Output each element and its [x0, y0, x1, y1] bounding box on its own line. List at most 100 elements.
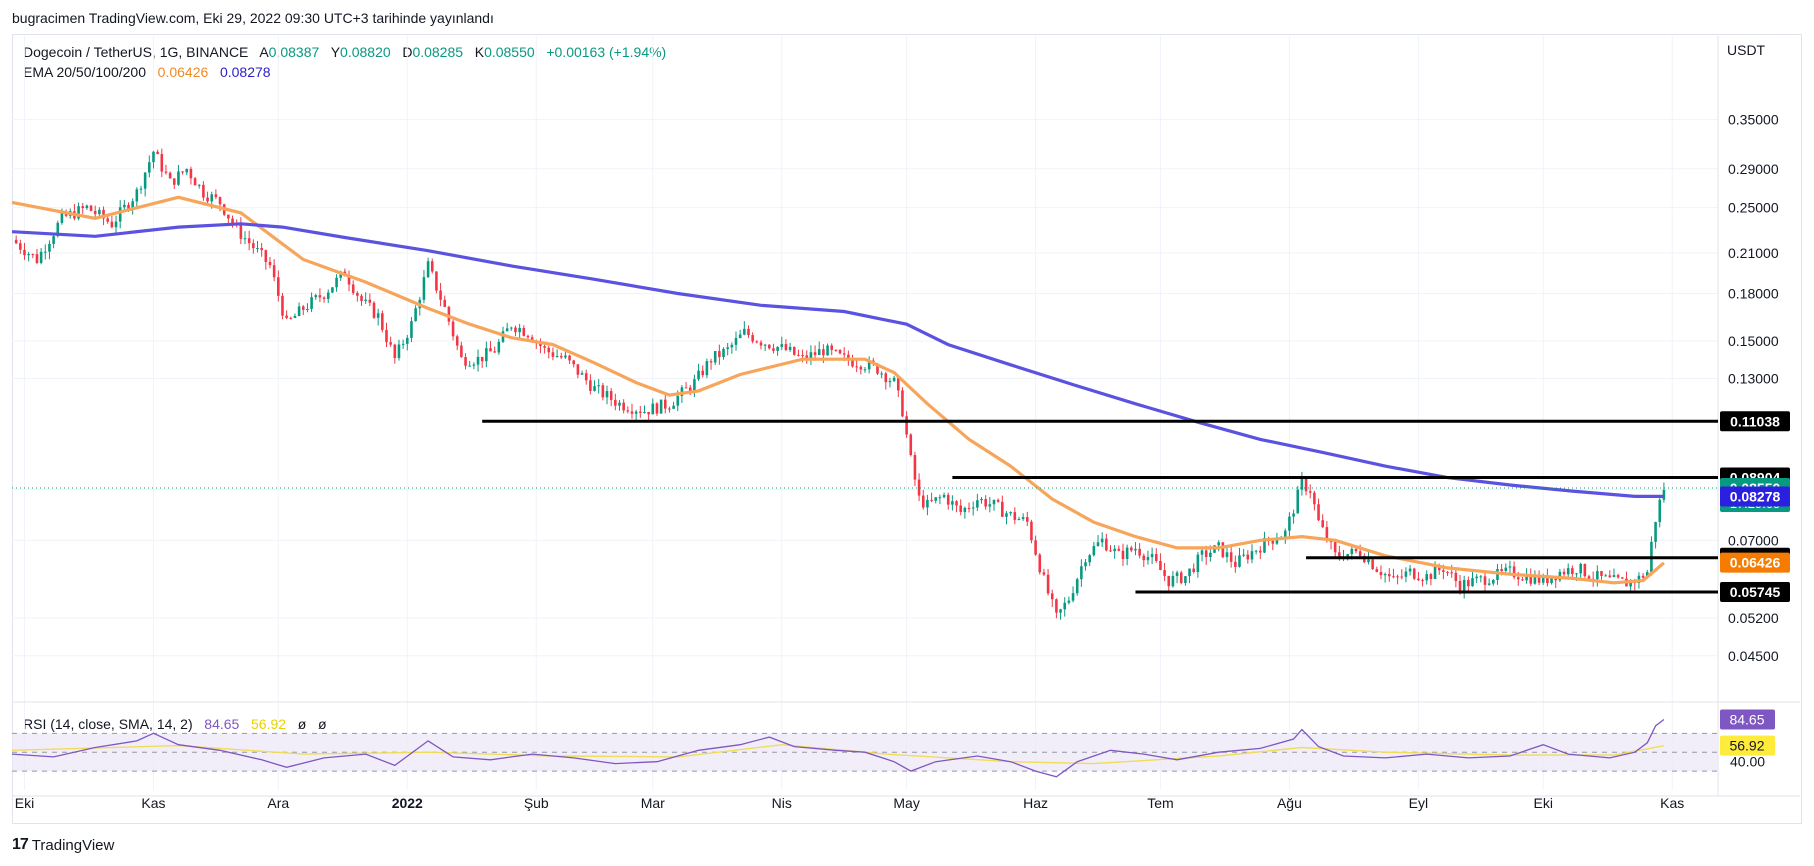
symbol-name: Dogecoin / TetherUS, 1G, BINANCE — [23, 44, 249, 60]
candle-body — [751, 335, 754, 342]
candle-body — [1662, 489, 1666, 500]
candle-body — [809, 352, 813, 360]
rsi-legend-value: 84.65 — [204, 716, 240, 732]
candle-body — [1009, 512, 1012, 514]
candle-body — [218, 197, 222, 205]
candle-body — [451, 321, 455, 337]
candle-body — [318, 295, 322, 298]
candle-body — [634, 411, 638, 414]
candle-body — [917, 479, 921, 496]
y-tick-label: 0.15000 — [1728, 333, 1779, 349]
candle-body — [189, 168, 193, 179]
candle-body — [584, 373, 588, 381]
candle-body — [909, 434, 913, 456]
candle-body — [493, 351, 496, 353]
candle-body — [214, 194, 218, 198]
candle-body — [1487, 583, 1491, 585]
candle-body — [289, 317, 293, 319]
candle-body — [921, 495, 925, 508]
low-value: 0.08285 — [412, 44, 464, 60]
candle-body — [439, 290, 442, 300]
candle-body — [976, 500, 979, 508]
candle-body — [322, 297, 326, 299]
candle-body — [1550, 577, 1553, 584]
price-tag-label: 0.06426 — [1730, 555, 1781, 571]
candle-body — [1275, 540, 1279, 544]
candle-body — [1379, 571, 1383, 576]
candle-body — [351, 284, 355, 293]
candle-body — [368, 299, 372, 303]
candle-body — [181, 171, 184, 173]
candle-body — [668, 408, 671, 410]
candle-body — [497, 341, 501, 353]
candle-body — [410, 321, 413, 338]
tradingview-logo: 17 TradingView — [12, 836, 114, 854]
candle-body — [763, 344, 767, 346]
candle-body — [1196, 554, 1200, 572]
candle-body — [605, 391, 609, 398]
candle-body — [48, 243, 51, 252]
y-tick-label: 0.21000 — [1728, 245, 1779, 261]
candle-body — [1167, 575, 1171, 587]
candle-body — [797, 354, 800, 356]
candle-body — [256, 248, 259, 250]
candle-body — [1566, 568, 1570, 575]
candle-body — [1080, 566, 1083, 580]
candle-body — [314, 295, 318, 298]
candle-body — [1117, 548, 1121, 551]
candle-body — [1292, 513, 1295, 517]
candle-body — [1616, 575, 1620, 578]
candle-body — [1450, 572, 1453, 574]
candle-body — [252, 243, 255, 249]
candle-body — [60, 211, 64, 223]
candle-body — [759, 342, 763, 346]
candle-body — [738, 334, 742, 339]
candle-body — [1163, 570, 1166, 576]
candle-body — [331, 287, 334, 293]
candle-body — [618, 402, 621, 406]
candle-body — [364, 299, 367, 301]
rsi-axis-label: 40.00 — [1730, 754, 1765, 770]
candle-body — [293, 315, 297, 318]
candle-body — [1001, 501, 1004, 517]
candle-body — [1621, 577, 1624, 579]
candle-body — [551, 352, 555, 357]
candle-body — [930, 499, 933, 501]
candle-body — [31, 254, 35, 256]
candle-body — [593, 386, 596, 391]
candle-body — [855, 366, 858, 368]
candle-body — [1238, 555, 1241, 567]
candle-body — [118, 207, 122, 222]
candle-body — [655, 403, 659, 414]
candle-body — [639, 411, 642, 413]
candle-body — [372, 302, 376, 318]
candle-body — [401, 343, 405, 345]
candle-body — [842, 353, 846, 355]
candle-body — [576, 364, 580, 375]
candle-body — [143, 172, 147, 189]
candle-body — [1229, 552, 1233, 562]
candle-body — [1608, 575, 1612, 578]
candle-body — [1125, 547, 1129, 560]
candle-body — [1317, 504, 1320, 521]
candle-body — [81, 206, 85, 209]
candle-body — [713, 351, 717, 363]
candle-body — [98, 209, 101, 215]
candle-body — [1454, 572, 1458, 581]
candle-body — [863, 369, 867, 371]
candle-body — [406, 337, 409, 344]
candle-body — [1283, 530, 1287, 538]
candle-body — [1479, 576, 1483, 578]
candle-body — [880, 373, 883, 375]
candle-body — [1429, 574, 1433, 580]
candle-body — [1571, 568, 1574, 575]
candle-body — [755, 341, 759, 343]
candle-body — [709, 361, 713, 363]
candle-body — [722, 348, 725, 357]
candle-body — [335, 277, 338, 288]
candle-body — [414, 308, 417, 322]
candle-body — [1504, 567, 1508, 571]
rsi-line — [11, 718, 1665, 778]
candle-body — [801, 355, 804, 357]
